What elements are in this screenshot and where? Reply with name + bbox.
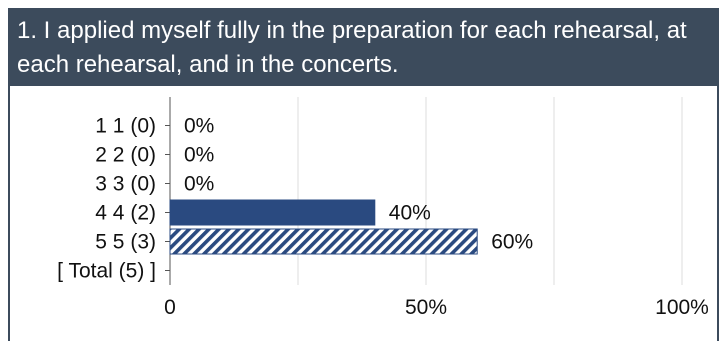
category-label: [ Total (5) ] <box>57 260 156 283</box>
category-label: 3 3 (0) <box>95 173 156 196</box>
category-label: 2 2 (0) <box>95 144 156 167</box>
data-label: 60% <box>491 231 533 254</box>
x-tick-label: 0 <box>164 296 176 319</box>
category-label: 4 4 (2) <box>95 202 156 225</box>
category-label: 5 5 (3) <box>95 231 156 254</box>
bar <box>169 228 478 255</box>
x-tick-label: 100% <box>655 296 709 319</box>
category-label: 1 1 (0) <box>95 115 156 138</box>
x-tick-label: 50% <box>405 296 447 319</box>
bar <box>169 199 376 226</box>
data-label: 0% <box>184 173 214 196</box>
data-label: 40% <box>389 202 431 225</box>
data-label: 0% <box>184 144 214 167</box>
data-label: 0% <box>184 115 214 138</box>
chart-frame <box>8 86 719 341</box>
question-text: 1. I applied myself fully in the prepara… <box>17 17 687 78</box>
question-header: 1. I applied myself fully in the prepara… <box>8 8 719 86</box>
